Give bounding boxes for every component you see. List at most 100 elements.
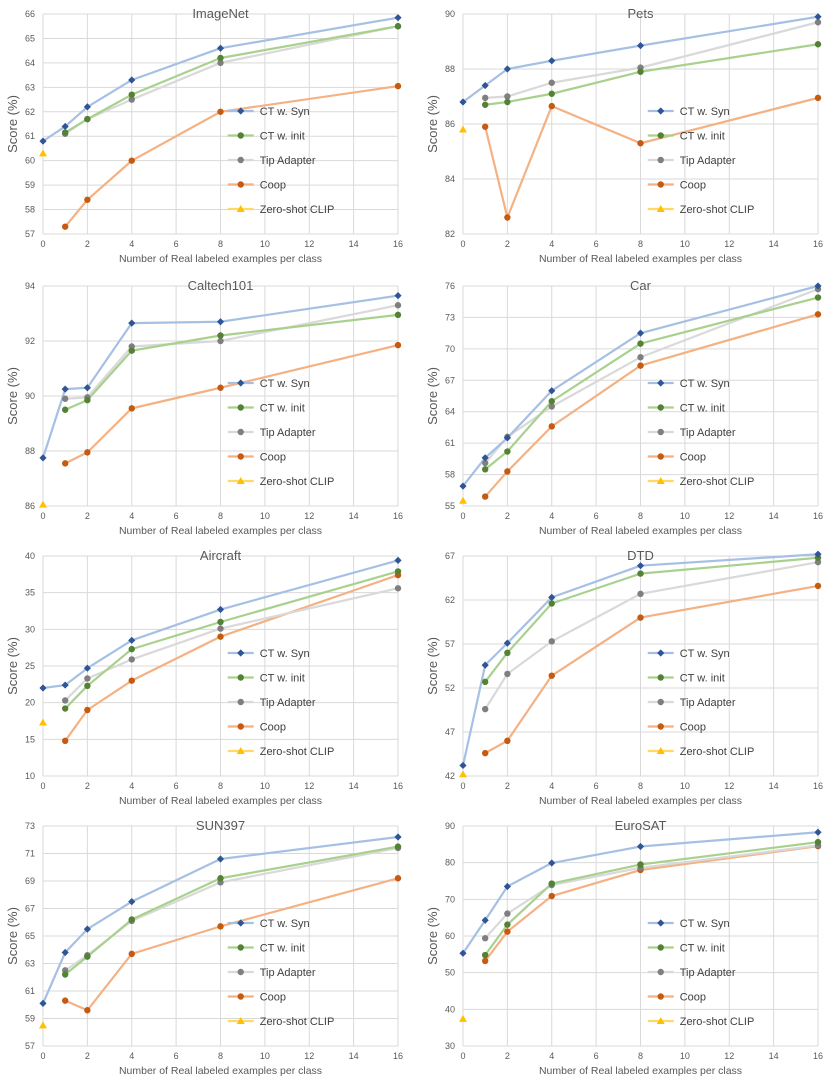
x-tick-label: 10 (680, 239, 690, 249)
legend-label: Zero-shot CLIP (260, 476, 335, 488)
x-tick-label: 2 (85, 239, 90, 249)
y-tick-label: 40 (445, 1004, 455, 1014)
series-line-tip-adapter (484, 288, 819, 464)
y-tick-label: 55 (445, 501, 455, 511)
x-tick-label: 14 (769, 781, 779, 791)
data-point-ct-w-syn (548, 859, 556, 867)
x-tick-label: 14 (349, 511, 359, 521)
x-tick-label: 2 (505, 239, 510, 249)
y-tick-label: 30 (25, 624, 35, 634)
data-point-tip-adapter (814, 558, 822, 566)
x-tick-label: 2 (505, 781, 510, 791)
y-tick-label: 66 (25, 9, 35, 19)
legend-label: CT w. Syn (260, 378, 310, 390)
x-axis-label: Number of Real labeled examples per clas… (539, 795, 742, 807)
data-point-ct-w-init (128, 916, 135, 923)
x-axis-label: Number of Real labeled examples per clas… (119, 525, 322, 537)
legend-marker-coop (237, 453, 244, 460)
data-point-ct-w-init (217, 618, 224, 626)
data-point-ct-w-syn (636, 562, 645, 570)
series-line-ct-w-syn (41, 294, 399, 459)
data-point-ct-w-syn (503, 434, 511, 442)
data-point-ct-w-init (394, 23, 402, 30)
data-point-coop (504, 214, 511, 221)
legend-marker-tip-adapter (657, 968, 664, 976)
data-point-zero-shot-clip (459, 770, 467, 778)
data-point-tip-adapter (128, 656, 135, 663)
data-point-ct-w-init (61, 971, 69, 978)
legend-marker-ct-w-init (237, 674, 244, 681)
x-tick-label: 10 (260, 239, 270, 249)
data-point-ct-w-syn (39, 684, 47, 692)
data-point-coop (814, 94, 822, 102)
x-axis-label: Number of Real labeled examples per clas… (539, 1065, 742, 1077)
legend-label: Coop (680, 992, 706, 1004)
data-point-ct-w-init (548, 880, 555, 887)
y-tick-label: 30 (445, 1041, 455, 1051)
data-point-ct-w-syn (216, 605, 225, 614)
x-tick-label: 2 (505, 511, 510, 521)
x-tick-label: 6 (594, 781, 599, 791)
x-tick-label: 14 (349, 781, 359, 791)
data-point-ct-w-init (504, 649, 511, 656)
legend-marker-ct-w-init (237, 132, 244, 139)
data-point-coop (504, 468, 511, 475)
data-point-tip-adapter (481, 459, 489, 467)
data-point-tip-adapter (504, 93, 511, 100)
y-tick-label: 73 (445, 312, 455, 322)
series-line-ct-w-syn (462, 284, 819, 487)
x-tick-label: 12 (724, 239, 734, 249)
data-point-coop (548, 423, 555, 430)
legend-label: Coop (680, 452, 706, 464)
data-point-ct-w-syn (459, 98, 467, 106)
series-line-coop (484, 96, 819, 219)
y-tick-label: 84 (445, 174, 455, 184)
legend-marker-zero-shot-clip (236, 747, 245, 754)
data-point-tip-adapter (481, 935, 489, 942)
y-axis-label: Score (%) (5, 95, 20, 153)
data-point-coop (548, 102, 555, 110)
data-point-zero-shot-clip (459, 496, 467, 504)
data-point-ct-w-init (217, 875, 224, 882)
legend-label: CT w. init (260, 943, 305, 955)
legend-label: Tip Adapter (260, 427, 316, 439)
x-tick-label: 8 (638, 781, 643, 791)
data-point-ct-w-init (217, 332, 224, 339)
data-point-ct-w-init (504, 98, 511, 106)
data-point-ct-w-syn (394, 556, 402, 564)
data-point-coop (548, 672, 555, 679)
data-point-coop (84, 449, 91, 456)
legend-label: CT w. init (680, 403, 725, 415)
x-tick-label: 6 (174, 1051, 179, 1061)
y-tick-label: 62 (25, 107, 35, 117)
legend-marker-ct-w-init (237, 944, 244, 951)
legend-label: CT w. Syn (260, 918, 310, 930)
y-tick-label: 69 (25, 876, 35, 886)
x-tick-label: 8 (218, 781, 223, 791)
data-point-coop (128, 405, 135, 412)
data-point-coop (128, 950, 135, 958)
x-tick-label: 12 (304, 239, 314, 249)
legend-marker-ct-w-init (657, 944, 664, 951)
y-tick-label: 71 (25, 849, 35, 859)
legend-marker-coop (237, 993, 244, 1000)
data-point-coop (84, 706, 91, 714)
data-point-ct-w-init (61, 406, 69, 413)
legend-marker-tip-adapter (237, 968, 244, 976)
x-tick-label: 8 (638, 239, 643, 249)
data-point-coop (128, 677, 135, 684)
data-point-ct-w-init (814, 838, 822, 846)
data-point-ct-w-syn (61, 948, 69, 957)
x-tick-label: 2 (85, 1051, 90, 1061)
y-tick-label: 65 (25, 931, 35, 941)
y-tick-label: 88 (445, 64, 455, 74)
series-line-ct-w-syn (462, 15, 819, 103)
y-tick-label: 64 (25, 58, 35, 68)
x-tick-label: 12 (304, 1051, 314, 1061)
x-tick-label: 8 (218, 1051, 223, 1061)
data-point-zero-shot-clip (39, 149, 47, 157)
data-point-ct-w-init (84, 953, 91, 960)
data-point-ct-w-syn (814, 550, 822, 558)
x-tick-label: 4 (549, 1051, 554, 1061)
data-point-tip-adapter (637, 354, 644, 361)
